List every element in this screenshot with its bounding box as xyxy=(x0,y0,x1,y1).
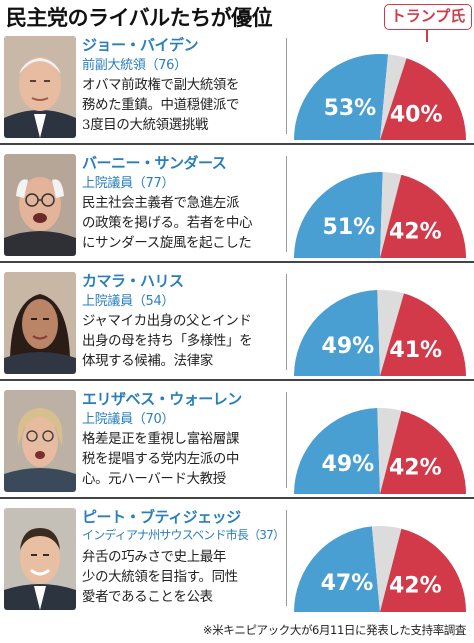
democrat-share-label: 49% xyxy=(322,334,375,359)
panel-separator xyxy=(0,261,474,263)
candidate-role: 上院議員（70） xyxy=(82,412,175,427)
democrat-share-slice xyxy=(294,526,380,612)
poll-chart-warren: 49% 42% xyxy=(294,408,466,494)
candidate-photo xyxy=(4,272,76,374)
trump-share-slice xyxy=(380,410,466,494)
portrait-biden-image xyxy=(4,36,76,138)
trump-share-slice xyxy=(380,174,466,258)
candidate-role: インディアナ州サウスベンド市長（37） xyxy=(82,528,285,542)
trump-share-label: 41% xyxy=(389,338,442,363)
candidate-name: ジョー・バイデン xyxy=(82,36,199,54)
candidate-name: ピート・ブティジェッジ xyxy=(82,508,241,526)
candidate-name: カマラ・ハリス xyxy=(82,272,184,290)
candidate-role: 前副大統領（76） xyxy=(82,58,187,73)
candidate-name: エリザベス・ウォーレン xyxy=(82,390,242,408)
poll-chart-harris: 49% 41% xyxy=(294,290,466,376)
democrat-share-label: 53% xyxy=(324,96,377,121)
trump-share-label: 42% xyxy=(389,220,442,245)
poll-chart-buttigieg: 47% 42% xyxy=(294,526,466,612)
candidate-name: バーニー・サンダース xyxy=(82,154,227,172)
panel-divider xyxy=(286,392,287,488)
panel-separator xyxy=(0,497,474,499)
other-share-slice xyxy=(380,54,407,141)
trump-share-label: 42% xyxy=(389,456,442,481)
candidate-panel-buttigieg: ピート・ブティジェッジ インディアナ州サウスベンド市長（37） 弁舌の巧みさで史… xyxy=(0,502,474,620)
candidate-panel-harris: カマラ・ハリス 上院議員（54） ジャマイカ出身の父とインド 出身の母を持ち「多… xyxy=(0,266,474,381)
trump-share-label: 40% xyxy=(390,103,443,128)
candidate-photo xyxy=(4,508,76,610)
panel-separator xyxy=(0,143,474,145)
portrait-buttigieg-image xyxy=(4,508,76,610)
candidate-photo xyxy=(4,154,76,256)
other-share-slice xyxy=(377,290,404,376)
panel-divider xyxy=(286,510,287,606)
panel-divider xyxy=(286,156,287,252)
other-share-slice xyxy=(371,526,402,612)
democrat-share-label: 49% xyxy=(322,452,375,477)
trump-share-slice xyxy=(380,293,466,376)
other-share-slice xyxy=(377,408,402,494)
panel-divider xyxy=(286,38,287,134)
poll-chart-biden: 53% 40% xyxy=(294,54,466,141)
portrait-harris-image xyxy=(4,272,76,374)
candidate-description: ジャマイカ出身の父とインド 出身の母を持ち「多様性」を 体現する候補。法律家 xyxy=(82,314,253,369)
democrat-share-slice xyxy=(294,54,389,140)
candidate-photo xyxy=(4,36,76,138)
candidate-role: 上院議員（77） xyxy=(82,176,175,191)
candidate-panel-warren: エリザベス・ウォーレン 上院議員（70） 格差是正を重視し富裕層課 税を提唱する… xyxy=(0,384,474,499)
candidate-photo xyxy=(4,390,76,492)
candidate-description: 格差是正を重視し富裕層課 税を提唱する党内左派の中 心。元ハーバード大教授 xyxy=(82,432,240,487)
poll-chart-sanders: 51% 42% xyxy=(294,172,466,258)
democrat-share-label: 51% xyxy=(323,215,376,240)
candidate-description: 弁舌の巧みさで史上最年 少の大統領を目指す。同性 愛者であることを公表 xyxy=(82,550,238,605)
trump-share-label: 42% xyxy=(389,574,442,599)
page-title: 民主党のライバルたちが優位 xyxy=(6,6,273,30)
portrait-sanders-image xyxy=(4,154,76,256)
footnote: ※米キニピアック大が6月11日に発表した支持率調査 xyxy=(202,623,466,637)
other-share-slice xyxy=(380,172,402,258)
democrat-share-slice xyxy=(294,172,383,258)
trump-legend-label: トランプ氏 xyxy=(384,4,472,30)
trump-share-slice xyxy=(380,58,466,140)
democrat-share-slice xyxy=(294,408,380,494)
candidate-description: オバマ前政権で副大統領を 務めた重鎮。中道穏健派で 3度目の大統領選挑戦 xyxy=(82,78,240,133)
democrat-share-slice xyxy=(294,290,380,376)
candidate-role: 上院議員（54） xyxy=(82,294,175,309)
democrat-share-label: 47% xyxy=(321,571,374,596)
candidate-panel-sanders: バーニー・サンダース 上院議員（77） 民主社会主義者で急進左派 の政策を掲げる… xyxy=(0,148,474,263)
panel-divider xyxy=(286,274,287,370)
trump-share-slice xyxy=(380,528,466,612)
portrait-warren-image xyxy=(4,390,76,492)
candidate-description: 民主社会主義者で急進左派 の政策を掲げる。若者を中心 にサンダース旋風を起こした xyxy=(82,196,253,251)
candidate-panel-biden: ジョー・バイデン 前副大統領（76） オバマ前政権で副大統領を 務めた重鎮。中道… xyxy=(0,30,474,145)
trump-legend-pointer xyxy=(426,30,428,42)
panel-separator xyxy=(0,379,474,381)
